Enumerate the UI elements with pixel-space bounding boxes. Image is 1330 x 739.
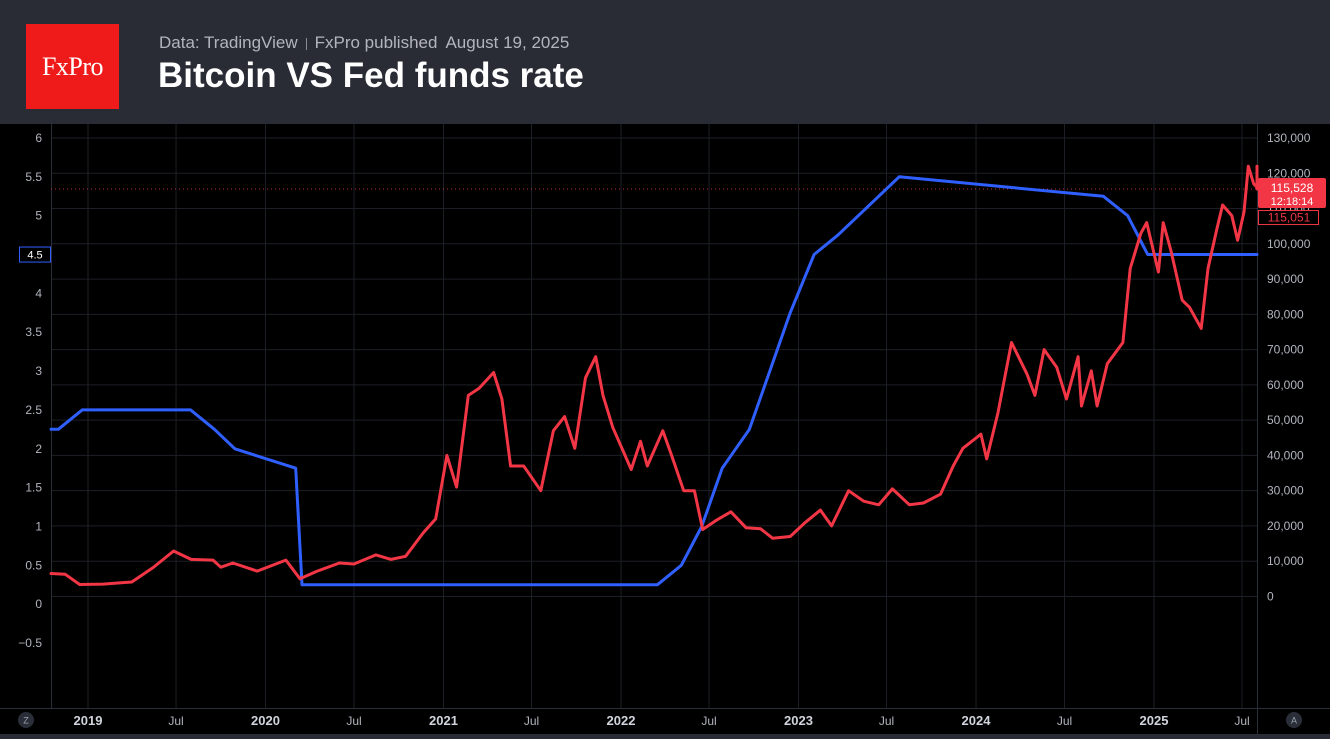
- left-tick-label: 4: [35, 286, 42, 300]
- left-axis: 6 5.5 5 4.5 4 3.5 3 2.5 2 1.5 1 0.5 0 −0.5: [18, 131, 42, 650]
- logo-text: FxPro: [41, 51, 104, 81]
- x-tick-label: Jul: [701, 714, 716, 728]
- axis-button-left[interactable]: Z: [18, 712, 34, 728]
- right-tick-label: 40,000: [1267, 448, 1304, 462]
- right-tick-label: 60,000: [1267, 378, 1304, 392]
- left-tick-label: 1: [35, 519, 42, 533]
- x-tick-label: 2023: [784, 713, 813, 728]
- subtitle-line: Data: TradingView FxPro published August 1…: [159, 33, 569, 53]
- x-tick-label: Jul: [524, 714, 539, 728]
- current-rate-box: [19, 246, 51, 263]
- right-tick-label: 130,000: [1267, 131, 1311, 145]
- right-tick-label: 50,000: [1267, 413, 1304, 427]
- bitcoin-price-line: [49, 164, 1259, 586]
- right-tick-label: 10,000: [1267, 554, 1304, 568]
- left-tick-label: 0.5: [25, 558, 42, 572]
- left-tick-label: 2.5: [25, 403, 42, 417]
- data-source: Data: TradingView: [159, 33, 298, 52]
- right-tick-label: 100,000: [1267, 237, 1311, 251]
- x-tick-label: 2024: [962, 713, 992, 728]
- right-tick-label: 120,000: [1267, 166, 1311, 180]
- secondary-price-label: 115,051: [1268, 211, 1311, 225]
- x-tick-label: 2025: [1140, 713, 1169, 728]
- right-tick-label: 80,000: [1267, 307, 1304, 321]
- chart-area: 6 5.5 5 4.5 4 3.5 3 2.5 2 1.5 1 0.5 0 −0.5 130,000 120…: [0, 124, 1330, 734]
- fed-funds-line: [49, 175, 1259, 587]
- secondary-price-box: [1258, 210, 1319, 226]
- x-tick-label: 2022: [607, 713, 636, 728]
- x-tick-label: Jul: [346, 714, 361, 728]
- left-tick-label: 1.5: [25, 481, 42, 495]
- x-tick-label: Jul: [1234, 714, 1249, 728]
- right-tick-label: 30,000: [1267, 484, 1304, 498]
- left-tick-label: 5.5: [25, 170, 42, 184]
- series-layer: [49, 164, 1259, 587]
- x-tick-label: 2021: [429, 713, 458, 728]
- chart-svg: 6 5.5 5 4.5 4 3.5 3 2.5 2 1.5 1 0.5 0 −0.5 130,000 120…: [0, 124, 1330, 734]
- left-tick-label: 3: [35, 364, 42, 378]
- x-tick-label: Jul: [168, 714, 183, 728]
- time-axis: 2019 Jul 2020 Jul 2021 Jul 2022 Jul 2023 Jul 2024 J…: [74, 713, 1250, 728]
- left-tick-label: 2: [35, 442, 42, 456]
- x-tick-label: 2019: [74, 713, 103, 728]
- left-tick-label: 6: [35, 131, 42, 145]
- right-tick-label: 20,000: [1267, 519, 1304, 533]
- x-tick-label: Jul: [1057, 714, 1072, 728]
- price-label-box: [1258, 178, 1326, 209]
- header-bar: FxPro Data: TradingView FxPro published Au…: [0, 0, 1330, 124]
- fxpro-logo: FxPro: [26, 24, 119, 109]
- publish-date: August 19, 2025: [445, 33, 570, 52]
- left-tick-label: 0: [35, 597, 42, 611]
- current-rate-label: 4.5: [27, 250, 42, 262]
- axis-button-right-label: A: [1291, 716, 1297, 726]
- x-tick-label: 2020: [251, 713, 280, 728]
- right-tick-label: 0: [1267, 589, 1274, 603]
- axis-button-right[interactable]: A: [1286, 712, 1302, 728]
- left-tick-label: 5: [35, 209, 42, 223]
- grid: [51, 124, 1257, 708]
- separator: [305, 37, 307, 50]
- right-tick-label: 70,000: [1267, 343, 1304, 357]
- x-tick-label: Jul: [879, 714, 894, 728]
- right-tick-label: 90,000: [1267, 272, 1304, 286]
- publisher: FxPro published: [314, 33, 438, 52]
- countdown-label: 12:18:14: [1271, 196, 1314, 208]
- axis-button-left-label: Z: [23, 716, 29, 726]
- price-label: 115,528: [1271, 181, 1314, 195]
- left-tick-label: 3.5: [25, 325, 42, 339]
- left-tick-label: −0.5: [18, 636, 42, 650]
- chart-title: Bitcoin VS Fed funds rate: [158, 56, 584, 95]
